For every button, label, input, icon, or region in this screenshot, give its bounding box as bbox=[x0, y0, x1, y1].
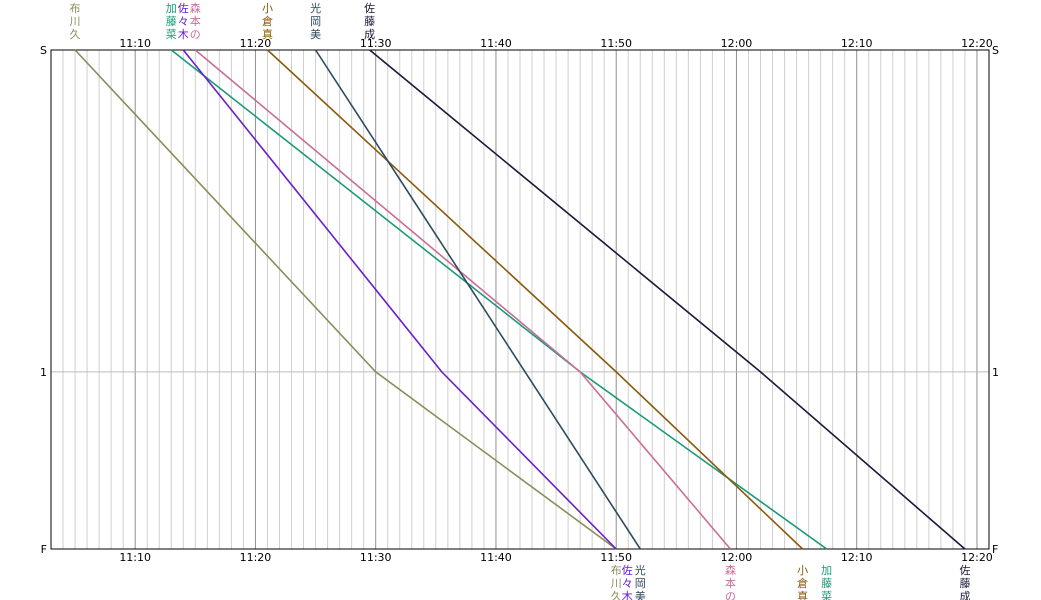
x-tick-label: 11:10 bbox=[119, 551, 151, 564]
runner-label-char: 久 bbox=[611, 590, 622, 600]
runner-label-char: の bbox=[190, 28, 201, 41]
x-tick-label: 11:10 bbox=[119, 37, 151, 50]
runner-label-char: 森 bbox=[725, 563, 736, 577]
runner-label-char: 光 bbox=[635, 563, 646, 577]
minor-gridlines bbox=[50, 50, 990, 549]
runner-label-char: 本 bbox=[190, 14, 201, 28]
runner-line bbox=[369, 49, 966, 550]
x-tick-label: 11:30 bbox=[360, 37, 392, 50]
runner-label-char: 木 bbox=[178, 28, 189, 41]
runner-label-char: 川 bbox=[70, 15, 81, 28]
major-gridlines bbox=[134, 50, 978, 549]
x-tick-labels-top: 11:10 11:20 11:30 11:40 11:50 12:00 12:10 12:20 bbox=[119, 37, 992, 50]
runner-lines bbox=[74, 49, 966, 550]
runner-label-char: 真 bbox=[797, 589, 808, 600]
runner-label-char: 々 bbox=[178, 15, 189, 28]
runner-label-char: 森 bbox=[190, 1, 201, 15]
runner-label-char: 川 bbox=[611, 577, 622, 590]
runner-label-char: 加 bbox=[821, 564, 832, 577]
runner-label-char: 藤 bbox=[959, 577, 970, 590]
x-tick-label: 11:20 bbox=[240, 551, 272, 564]
runner-label-char: 小 bbox=[262, 2, 273, 15]
runner-line bbox=[266, 49, 804, 550]
runner-label-char: 木 bbox=[622, 590, 633, 600]
runner-label-char: 成 bbox=[364, 28, 375, 41]
runner-label-char: 真 bbox=[262, 27, 273, 41]
x-tick-label: 11:20 bbox=[240, 37, 272, 50]
runner-line bbox=[182, 49, 617, 550]
runner-label-char: 藤 bbox=[166, 15, 177, 28]
runner-label-char: 美 bbox=[310, 28, 321, 41]
runner-label-char: 岡 bbox=[310, 15, 321, 28]
x-tick-label: 11:40 bbox=[480, 551, 512, 564]
station-label: F bbox=[992, 543, 998, 556]
station-label: S bbox=[40, 44, 47, 57]
runner-line bbox=[194, 49, 732, 550]
runner-label-char: 光 bbox=[310, 1, 321, 15]
runner-line bbox=[74, 49, 617, 550]
plot-frame bbox=[50, 49, 990, 550]
x-tick-labels-bottom: 11:10 11:20 11:30 11:40 11:50 12:00 12:10 12:20 bbox=[119, 551, 992, 564]
runner-line bbox=[170, 49, 828, 550]
runner-label-char: 佐 bbox=[178, 1, 189, 15]
runner-label-char: 藤 bbox=[364, 15, 375, 28]
x-tick-label: 11:50 bbox=[600, 37, 632, 50]
runner-label-char: 本 bbox=[725, 576, 736, 590]
runner-label-char: 佐 bbox=[959, 563, 970, 577]
x-tick-label: 12:20 bbox=[961, 551, 993, 564]
runner-label-char: 成 bbox=[959, 590, 970, 600]
runner-label-char: 々 bbox=[622, 577, 633, 590]
station-label: F bbox=[41, 543, 47, 556]
x-tick-label: 12:10 bbox=[841, 37, 873, 50]
x-tick-label: 11:30 bbox=[360, 551, 392, 564]
runner-label-char: 藤 bbox=[821, 577, 832, 590]
runner-label-char: 倉 bbox=[797, 576, 808, 590]
runner-label-char: 布 bbox=[70, 2, 81, 15]
x-tick-label: 11:40 bbox=[480, 37, 512, 50]
station-label: S bbox=[992, 44, 999, 57]
x-tick-label: 11:50 bbox=[600, 551, 632, 564]
runner-label-char: 佐 bbox=[364, 1, 375, 15]
runner-label-char: 小 bbox=[797, 564, 808, 577]
station-labels-right: S 1 F bbox=[992, 44, 999, 556]
runner-line bbox=[314, 49, 641, 550]
runner-label-char: 加 bbox=[166, 2, 177, 15]
runner-label-char: の bbox=[725, 590, 736, 600]
runner-label-char: 菜 bbox=[821, 590, 832, 600]
runner-label-char: 岡 bbox=[635, 577, 646, 590]
station-labels-left: S 1 F bbox=[40, 44, 47, 556]
runner-label-char: 佐 bbox=[622, 563, 633, 577]
runner-label-char: 久 bbox=[70, 28, 81, 41]
runner-label-char: 倉 bbox=[262, 14, 273, 28]
x-tick-label: 12:00 bbox=[721, 37, 753, 50]
x-tick-label: 12:00 bbox=[721, 551, 753, 564]
runner-label-char: 菜 bbox=[166, 28, 177, 41]
station-label: 1 bbox=[40, 366, 47, 379]
runner-label-char: 美 bbox=[635, 590, 646, 600]
x-tick-label: 12:20 bbox=[961, 37, 993, 50]
x-tick-label: 12:10 bbox=[841, 551, 873, 564]
station-label: 1 bbox=[992, 366, 999, 379]
runner-label-char: 布 bbox=[611, 564, 622, 577]
